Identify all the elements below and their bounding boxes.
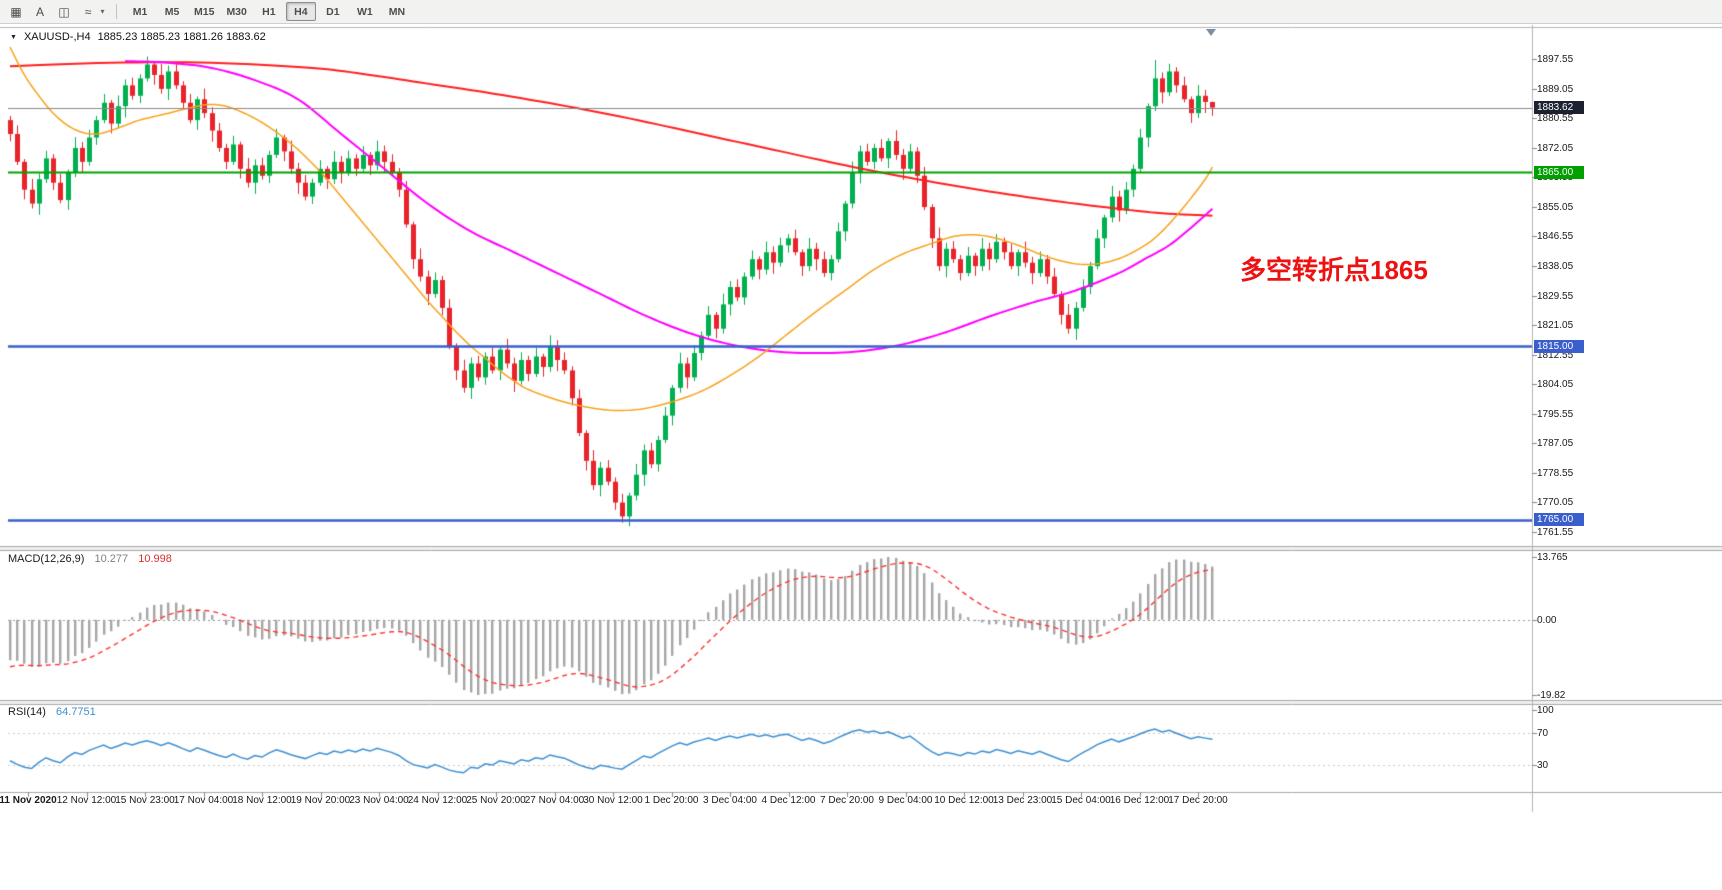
timeframe-m30[interactable]: M30	[226, 5, 247, 18]
chart-annotation-text[interactable]: 多空转折点1865	[1240, 255, 1428, 285]
rsi-name: RSI(14)	[8, 706, 46, 718]
window-icon[interactable]: ◫	[58, 4, 70, 19]
time-label: 25 Nov 20:00	[466, 795, 526, 806]
time-label: 27 Nov 04:00	[524, 795, 585, 806]
time-label: 17 Nov 04:00	[173, 795, 234, 806]
price-tick: 1761.55	[1537, 526, 1574, 538]
price-tick: 1812.55	[1537, 349, 1574, 361]
time-label: 7 Dec 20:00	[820, 795, 874, 806]
rsi-axis-tick: 30	[1537, 759, 1549, 771]
time-label: 11 Nov 2020	[0, 795, 57, 806]
rsi-label: RSI(14) 64.7751	[8, 706, 96, 718]
timeframe-buttons: M1 M5 M15 M30 H1 H4 D1 W1 MN	[124, 2, 413, 21]
timeframe-h1[interactable]: H1	[262, 5, 276, 18]
price-tick: 1897.55	[1537, 54, 1574, 66]
chart-title: ▼ XAUUSD-,H4 1885.23 1885.23 1881.26 188…	[10, 31, 266, 43]
time-label: 17 Dec 20:00	[1168, 795, 1228, 806]
time-label: 13 Dec 23:00	[992, 795, 1053, 806]
symbol-marker-icon: ▼	[10, 33, 17, 41]
time-label: 4 Dec 12:00	[761, 795, 816, 806]
macd-axis-tick: -19.82	[1537, 690, 1566, 701]
timeframe-w1[interactable]: W1	[357, 5, 373, 18]
time-label: 1 Dec 20:00	[644, 795, 699, 806]
macd-value-signal: 10.998	[138, 553, 172, 565]
time-label: 15 Dec 04:00	[1051, 795, 1111, 806]
macd-label: MACD(12,26,9) 10.277 10.998	[8, 553, 172, 565]
time-label: 30 Nov 12:00	[583, 795, 643, 806]
price-tick: 1872.05	[1537, 142, 1574, 154]
chart-grid-icon[interactable]: ▦	[10, 4, 22, 19]
timeframe-h4[interactable]: H4	[285, 2, 316, 21]
price-tick: 1838.05	[1537, 260, 1574, 272]
toolbar-tools: ▦ A ◫ ≈ ▾	[4, 2, 109, 22]
time-label: 15 Nov 23:00	[115, 795, 175, 806]
macd-name: MACD(12,26,9)	[8, 553, 85, 565]
timeframe-m1[interactable]: M1	[132, 5, 148, 18]
time-label: 16 Dec 12:00	[1109, 795, 1170, 806]
toolbar-separator	[116, 4, 117, 19]
price-tick: 1889.05	[1537, 83, 1574, 95]
price-tick: 1846.55	[1537, 231, 1574, 243]
time-label: 12 Nov 12:00	[56, 795, 117, 806]
price-badge-1883.62: 1883.62	[1534, 101, 1584, 115]
price-tick: 1804.05	[1537, 379, 1574, 391]
timeframe-m15[interactable]: M15	[194, 5, 215, 18]
chart-ohlc: 1885.23 1885.23 1881.26 1883.62	[97, 31, 266, 43]
rsi-axis-tick: 100	[1537, 705, 1554, 716]
timeframe-d1[interactable]: D1	[326, 5, 340, 18]
timeframe-m5[interactable]: M5	[164, 5, 180, 18]
time-label: 9 Dec 04:00	[878, 795, 933, 806]
price-tick: 1795.55	[1537, 408, 1574, 420]
rsi-axis-tick: 70	[1537, 728, 1549, 740]
rsi-value: 64.7751	[55, 706, 96, 718]
time-label: 24 Nov 12:00	[407, 795, 468, 806]
chart-symbol: XAUUSD-,H4	[23, 31, 91, 43]
price-tick: 1787.05	[1537, 438, 1574, 450]
price-badge-1865.00: 1865.00	[1534, 165, 1584, 179]
price-badge-1815.00: 1815.00	[1534, 339, 1584, 353]
macd-value-main: 10.277	[94, 553, 129, 565]
time-label: 19 Nov 20:00	[290, 795, 351, 806]
time-label: 23 Nov 04:00	[349, 795, 409, 806]
toolbar: ▦ A ◫ ≈ ▾ M1 M5 M15 M30 H1 H4 D1 W1 MN	[0, 0, 1722, 24]
price-tick: 1778.55	[1537, 467, 1574, 479]
chart-shift-marker[interactable]	[1206, 29, 1216, 36]
dropdown-caret-icon[interactable]: ▾	[100, 7, 105, 16]
price-tick: 1770.05	[1537, 497, 1574, 509]
price-tick: 1829.55	[1537, 290, 1574, 302]
price-tick: 1880.55	[1537, 113, 1574, 125]
macd-axis-tick: 0.00	[1537, 614, 1557, 626]
macd-axis-tick: 13.765	[1537, 552, 1568, 563]
time-label: 18 Nov 12:00	[232, 795, 292, 806]
time-label: 10 Dec 12:00	[934, 795, 994, 806]
price-tick: 1821.05	[1537, 320, 1574, 332]
indicators-icon[interactable]: ≈	[84, 4, 92, 19]
price-badge-1765.00: 1765.00	[1534, 513, 1584, 527]
time-label: 3 Dec 04:00	[703, 795, 757, 806]
text-tool-icon[interactable]: A	[35, 4, 44, 19]
timeframe-mn[interactable]: MN	[388, 5, 406, 18]
price-tick: 1855.05	[1537, 201, 1574, 213]
